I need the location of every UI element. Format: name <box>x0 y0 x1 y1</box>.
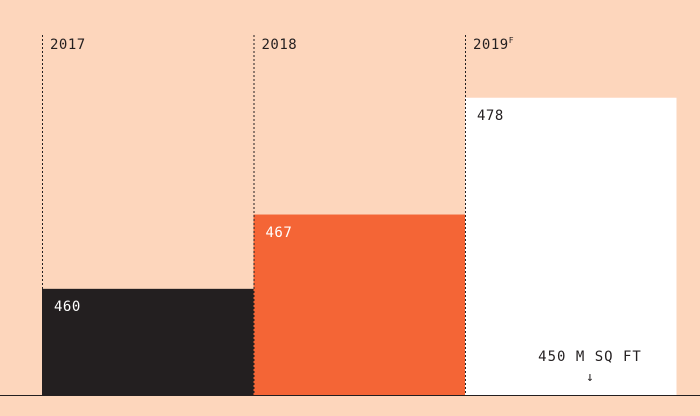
bar-2017 <box>42 288 254 395</box>
category-label-2017: 2017 <box>50 37 86 53</box>
category-label-2019: 2019F <box>473 36 515 53</box>
down-arrow-icon: ↓ <box>586 370 594 385</box>
category-text: 2018 <box>261 37 298 53</box>
category-label-2018: 2018 <box>262 37 298 53</box>
bar-2018 <box>253 214 465 395</box>
value-label-2018: 467 <box>265 224 293 241</box>
value-label-2017: 460 <box>54 298 81 315</box>
value-label-2019: 478 <box>477 107 504 124</box>
forecast-superscript: F <box>508 36 515 45</box>
category-text: 2019 <box>473 37 509 53</box>
category-text: 2017 <box>50 37 86 53</box>
bar-2019 <box>465 97 677 396</box>
baseline-label: 450 M SQ FT <box>538 349 642 365</box>
